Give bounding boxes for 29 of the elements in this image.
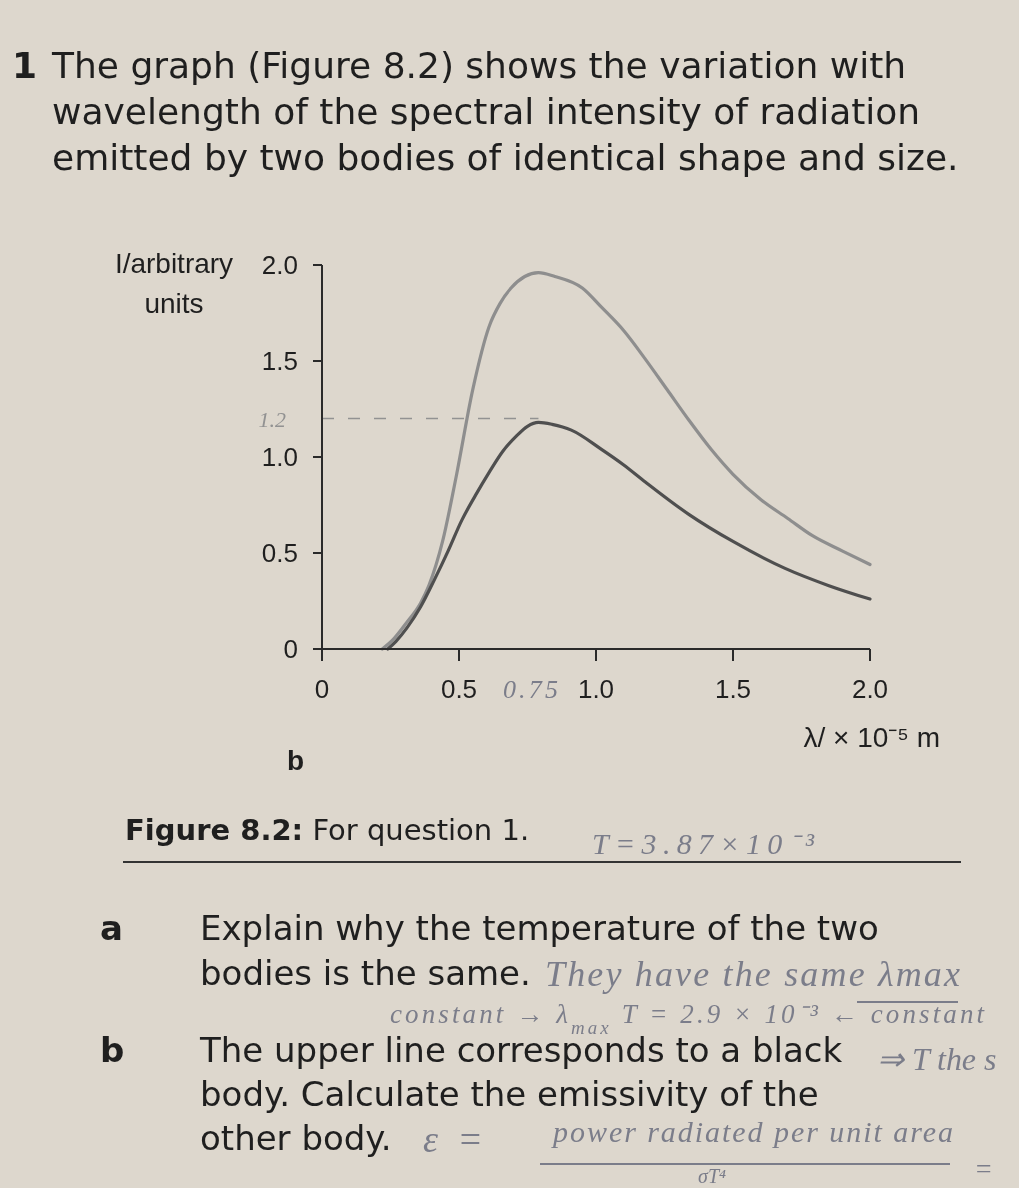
text: bodies is the same. [200, 953, 531, 993]
x-tick-label: 1.5 [714, 674, 752, 704]
text: σT⁴ [698, 1165, 727, 1187]
text: ⇒ T the s [877, 1041, 997, 1077]
x-axis-title: λ/ × 10⁻⁵ m [803, 722, 940, 753]
x-tick-label: 1.0 [577, 674, 615, 704]
chart-title: 1 The graph (Figure 8.2) shows the variation with wavelength of the spectral intensity of radiation emitted by two bodies of identical shape and size. [12, 45, 959, 178]
line-series [386, 420, 872, 651]
y-tick-label: 0 [283, 634, 298, 664]
y-tick-label: 2.0 [261, 250, 298, 280]
y-tick-label: 1.5 [261, 346, 298, 376]
x-tick-label: 0 [314, 674, 330, 704]
text: power radiated per unit area [551, 1115, 955, 1148]
x-tick-label: 0.5 [440, 674, 478, 704]
text: ε = [423, 1118, 488, 1160]
text: other body. [200, 1118, 392, 1158]
text: body. Calculate the emissivity of the [200, 1074, 819, 1114]
y-tick-label: 1.0 [261, 442, 298, 472]
text: b [287, 745, 305, 776]
y-axis-title: I/arbitrary units [114, 248, 234, 319]
caption: Figure 8.2: For question 1. [125, 813, 530, 847]
ref-line-label: 1.2 [258, 406, 286, 432]
y-tick-label: 0.5 [261, 538, 298, 568]
x-tick-label: 2.0 [851, 674, 889, 704]
text: They have the same λmax [545, 954, 963, 994]
text: a Explain why the temperature of the two [100, 908, 879, 948]
text: 0.75 [502, 675, 562, 704]
text: = [974, 1153, 993, 1184]
text: T=3.87×10⁻³ [592, 827, 821, 860]
